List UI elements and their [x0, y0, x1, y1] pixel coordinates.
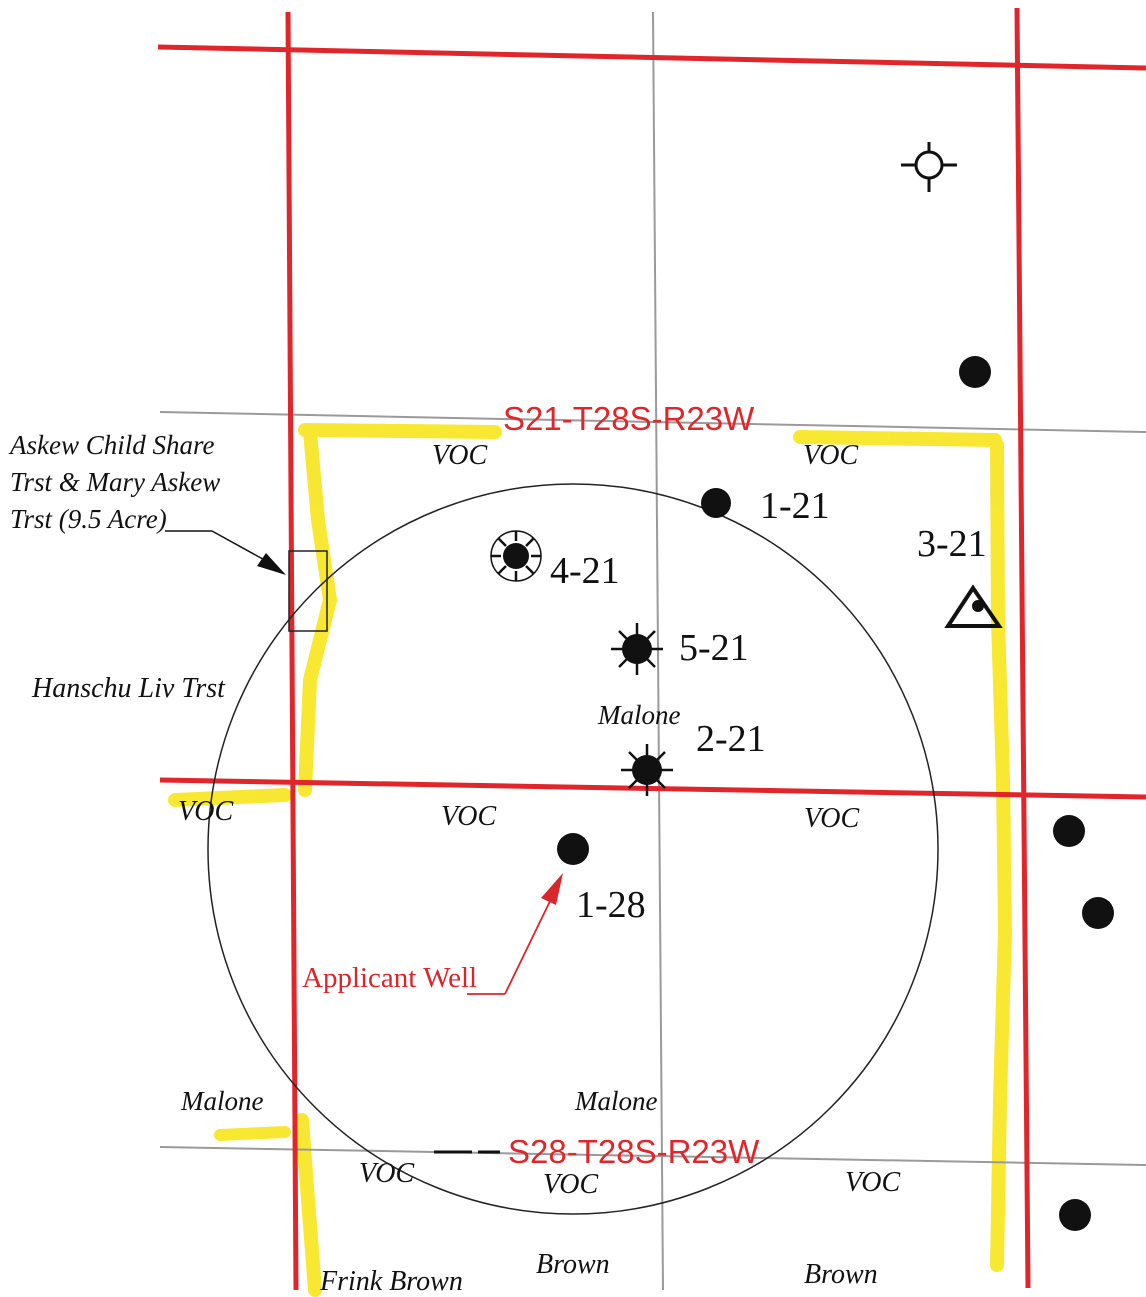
owner-askew-line-3: Trst (9.5 Acre) — [10, 504, 167, 534]
well-2-21-label: 2-21 — [696, 718, 766, 760]
section-line-left — [285, 11, 299, 1291]
section-label-south: S28-T28S-R23W — [508, 1133, 760, 1170]
highlight-boundaries — [168, 423, 1012, 1297]
well-1-28-icon — [557, 833, 589, 865]
well-2-21-icon — [621, 744, 673, 796]
highlight-sw-south — [295, 1113, 322, 1297]
owner-frink-brown: Frink Brown — [319, 1266, 463, 1297]
owner-malone-s: Malone — [574, 1086, 657, 1116]
well-3-21-icon — [944, 584, 1003, 628]
quarter-line-north — [159, 411, 1146, 433]
oil-well-icon — [959, 356, 991, 388]
well-1-28-label: 1-28 — [576, 884, 646, 926]
section-label-north: S21-T28S-R23W — [503, 400, 755, 437]
oil-well-icon — [1053, 815, 1085, 847]
voc-label: VOC — [178, 796, 233, 827]
section-line-top — [157, 44, 1146, 71]
well-1-21-icon — [701, 488, 731, 518]
radius-circle — [207, 483, 939, 1215]
voc-label: VOC — [359, 1158, 414, 1189]
section-line-right — [1014, 7, 1031, 1289]
highlight-sw-stub — [214, 1126, 291, 1141]
well-5-21-label: 5-21 — [679, 627, 749, 669]
quarter-line-vertical — [652, 11, 664, 1291]
owner-askew-line-2: Trst & Mary Askew — [10, 467, 220, 497]
owner-hanschu: Hanschu Liv Trst — [31, 673, 226, 704]
well-4-21-icon — [490, 530, 542, 582]
applicant-leader-arrow — [467, 873, 563, 995]
well-4-21-label: 4-21 — [550, 550, 620, 592]
voc-label: VOC — [543, 1169, 598, 1200]
well-3-21-label: 3-21 — [917, 523, 987, 565]
highlight-north-west — [298, 423, 502, 439]
askew-tract-box — [288, 550, 328, 632]
voc-label: VOC — [804, 803, 859, 834]
section-line-middle — [159, 777, 1146, 800]
applicant-well-label: Applicant Well — [302, 962, 477, 994]
highlight-north-east — [793, 430, 1002, 447]
owner-brown-2: Brown — [804, 1259, 878, 1290]
highlight-west — [298, 425, 337, 797]
quarter-lines — [159, 11, 1146, 1291]
voc-label: VOC — [441, 801, 496, 832]
location-well-icon — [901, 142, 957, 192]
well-1-21-label: 1-21 — [760, 485, 830, 527]
section-lines — [157, 7, 1146, 1291]
owner-brown-1: Brown — [536, 1249, 610, 1280]
oil-well-icon — [1082, 897, 1114, 929]
voc-label: VOC — [803, 440, 858, 471]
voc-label: VOC — [845, 1167, 900, 1198]
quarter-line-south — [159, 1146, 1146, 1166]
oil-well-icon — [1059, 1199, 1091, 1231]
highlight-sw-voc — [168, 788, 292, 807]
voc-label: VOC — [432, 440, 487, 471]
owner-askew-line-1: Askew Child Share — [8, 430, 214, 460]
askew-leader-arrow — [165, 530, 286, 575]
owner-malone-center: Malone — [597, 700, 680, 730]
well-5-21-icon — [611, 623, 663, 675]
owner-malone-sw: Malone — [180, 1086, 263, 1116]
highlight-east — [990, 438, 1012, 1272]
